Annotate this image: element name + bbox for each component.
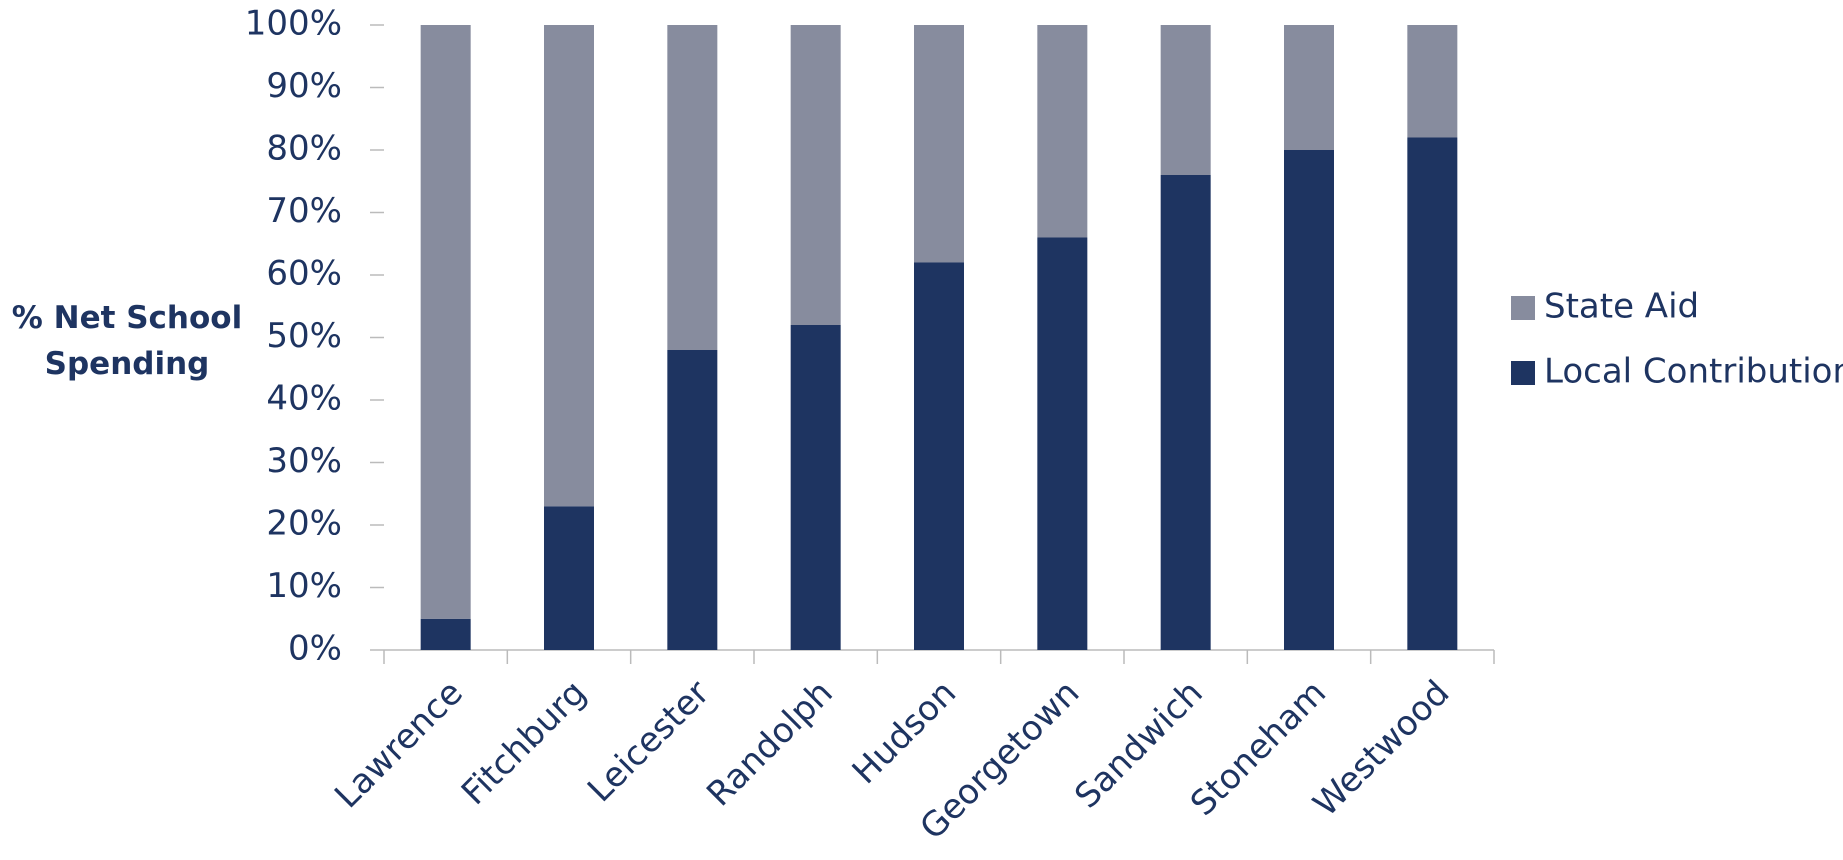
y-tick-label: 90%: [266, 66, 342, 106]
y-tick-label: 0%: [288, 629, 342, 669]
bar-segment: [1037, 237, 1088, 650]
x-tick-label: Lawrence: [327, 673, 470, 816]
bar-segment: [667, 350, 718, 650]
y-tick-label: 20%: [266, 504, 342, 544]
y-tick-label: 60%: [266, 254, 342, 294]
bar-segment: [1407, 137, 1458, 650]
bar-segment: [1284, 25, 1334, 150]
legend-label: Local Contribution: [1544, 352, 1843, 392]
bar-segment: [420, 618, 471, 650]
bar-segment: [914, 25, 964, 263]
bar-segment: [1037, 25, 1088, 238]
legend-swatch: [1511, 296, 1535, 320]
bar-segment: [420, 25, 471, 619]
bar-segment: [1284, 150, 1334, 650]
bar-segment: [1160, 175, 1211, 650]
y-tick-label: 70%: [266, 191, 342, 231]
bar-segment: [1160, 25, 1211, 175]
y-tick-label: 30%: [266, 441, 342, 481]
bar-segment: [790, 325, 841, 650]
bar-segment: [914, 262, 964, 650]
bar-segment: [790, 25, 841, 325]
y-axis-title: % Net School Spending: [11, 300, 243, 382]
x-tick-label: Randolph: [699, 673, 841, 815]
y-tick-label: 100%: [245, 4, 342, 44]
y-tick-label: 10%: [266, 566, 342, 606]
legend-label: State Aid: [1544, 287, 1699, 327]
bar-segment: [1407, 25, 1458, 138]
y-tick-label: 50%: [266, 316, 342, 356]
legend-swatch: [1511, 361, 1535, 385]
y-tick-label: 40%: [266, 379, 342, 419]
y-tick-label: 80%: [266, 129, 342, 169]
x-tick-label: Leicester: [580, 673, 717, 810]
bar-segment: [544, 506, 594, 650]
x-tick-label: Hudson: [845, 673, 964, 792]
bar-segment: [544, 25, 594, 507]
x-tick-label: Fitchburg: [454, 673, 594, 813]
bar-segment: [667, 25, 718, 350]
